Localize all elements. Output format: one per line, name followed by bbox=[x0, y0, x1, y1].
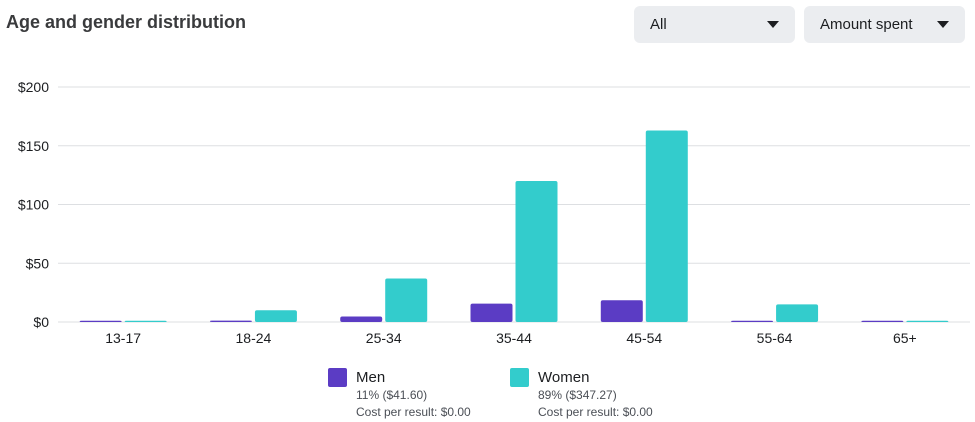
audience-dropdown[interactable]: All bbox=[634, 6, 795, 43]
legend-men-cost: Cost per result: $0.00 bbox=[356, 405, 471, 419]
x-tick-label: 65+ bbox=[893, 330, 917, 346]
bar-women-25-34 bbox=[385, 278, 428, 322]
bar-women-13-17 bbox=[124, 320, 167, 322]
y-tick-label: $200 bbox=[18, 79, 49, 95]
bar-men-25-34 bbox=[340, 316, 383, 322]
bar-women-35-44 bbox=[515, 181, 558, 322]
bar-men-13-17 bbox=[79, 320, 122, 322]
bar-men-35-44 bbox=[470, 303, 513, 322]
y-tick-label: $100 bbox=[18, 197, 49, 213]
legend-women-label: Women bbox=[538, 369, 590, 386]
y-tick-label: $50 bbox=[26, 255, 50, 271]
bar-men-18-24 bbox=[209, 320, 252, 322]
x-tick-label: 13-17 bbox=[105, 330, 141, 346]
bar-men-65+ bbox=[861, 320, 904, 322]
caret-down-icon bbox=[767, 21, 779, 28]
women-swatch bbox=[510, 368, 529, 387]
x-tick-label: 45-54 bbox=[626, 330, 662, 346]
bar-chart: $0 $50 $100 $150 $200 13-17 18-24 25-34 35-44 45-… bbox=[18, 79, 970, 346]
bar-men-45-54 bbox=[600, 300, 643, 322]
legend-women-cost: Cost per result: $0.00 bbox=[538, 405, 653, 419]
y-tick-label: $0 bbox=[33, 314, 49, 330]
men-swatch bbox=[328, 368, 347, 387]
metric-dropdown[interactable]: Amount spent bbox=[804, 6, 965, 43]
x-tick-label: 18-24 bbox=[236, 330, 272, 346]
legend-men-share: 11% ($41.60) bbox=[356, 388, 428, 402]
x-tick-label: 55-64 bbox=[757, 330, 793, 346]
x-tick-label: 35-44 bbox=[496, 330, 532, 346]
bar-men-55-64 bbox=[731, 320, 774, 322]
legend-men-label: Men bbox=[356, 369, 386, 386]
metric-dropdown-value: Amount spent bbox=[820, 16, 913, 33]
bar-women-55-64 bbox=[776, 304, 819, 322]
bar-women-45-54 bbox=[645, 130, 688, 322]
legend-women-share: 89% ($347.27) bbox=[538, 388, 617, 402]
audience-dropdown-value: All bbox=[650, 16, 667, 33]
x-tick-label: 25-34 bbox=[366, 330, 402, 346]
y-tick-label: $150 bbox=[18, 138, 49, 154]
chart-title: Age and gender distribution bbox=[6, 12, 247, 32]
legend-item-men: Men 11% ($41.60) Cost per result: $0.00 bbox=[328, 368, 471, 421]
caret-down-icon bbox=[937, 21, 949, 28]
legend-item-women: Women 89% ($347.27) Cost per result: $0.… bbox=[510, 368, 653, 421]
bar-women-18-24 bbox=[254, 310, 297, 322]
bar-women-65+ bbox=[906, 320, 949, 322]
